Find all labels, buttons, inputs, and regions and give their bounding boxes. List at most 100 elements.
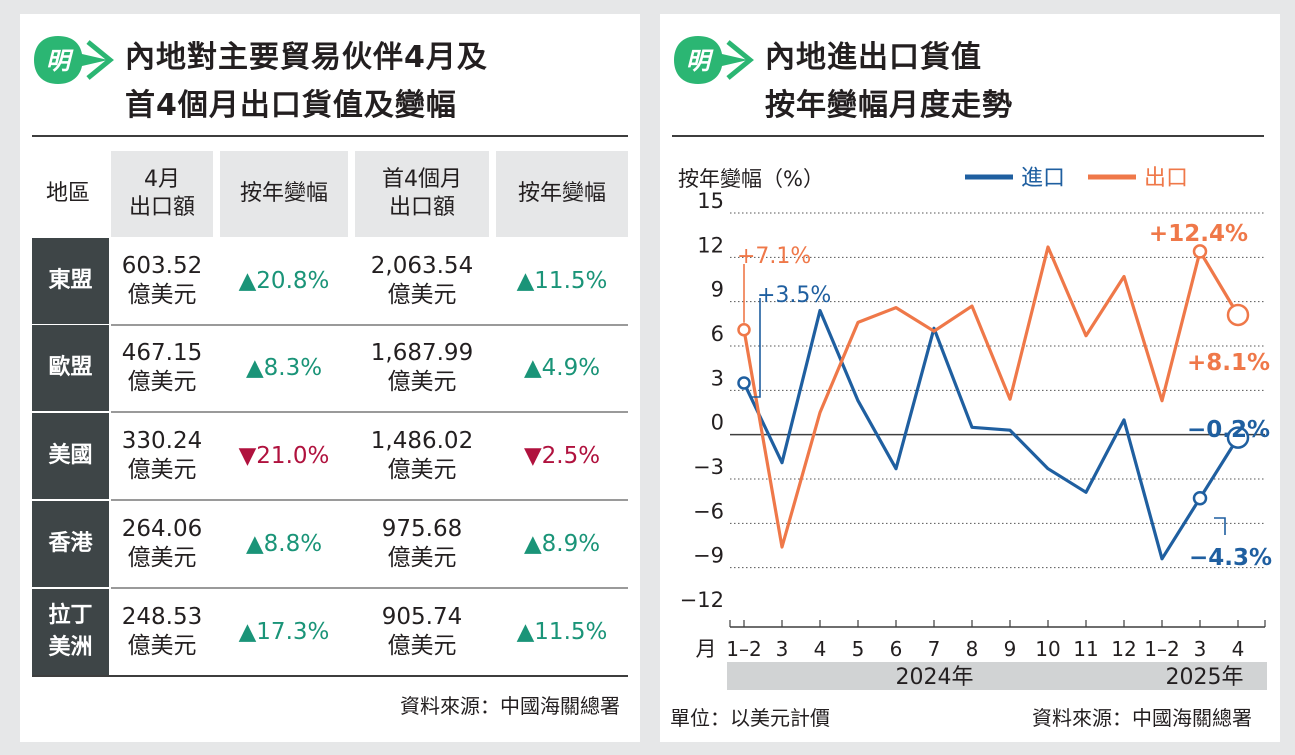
row-separator	[32, 675, 628, 677]
x-tick-label: 9	[1004, 637, 1017, 661]
year-band	[1142, 662, 1267, 690]
cell-apr-export: 330.24 億美元	[111, 413, 213, 499]
row-region: 美國	[32, 413, 109, 499]
y-tick-label: 3	[711, 366, 724, 390]
export-value: 905.74	[381, 604, 463, 630]
cell-apr-export: 264.06 億美元	[111, 501, 213, 587]
y-tick-label: 6	[711, 322, 724, 346]
export-value: 1,687.99	[370, 340, 474, 366]
legend-label-import: 進口	[1021, 166, 1065, 191]
cell-apr-change: ▲17.3%	[238, 618, 330, 645]
export-unit: 億美元	[387, 369, 457, 395]
cell-apr-change: ▼21.0%	[238, 442, 330, 469]
cell-apr-export: 603.52 億美元	[111, 238, 213, 324]
export-unit: 億美元	[387, 545, 457, 571]
export-unit: 億美元	[387, 457, 457, 483]
cell-ytd-export: 905.74 億美元	[355, 589, 489, 675]
cell-ytd-export: 2,063.54 億美元	[355, 238, 489, 324]
right-title-line1: 內地進出口貨值	[765, 40, 982, 75]
leader-import-mar	[1214, 517, 1226, 535]
cell-ytd-change: ▲11.5%	[516, 618, 608, 645]
cell-ytd-change: ▲4.9%	[523, 354, 601, 381]
x-tick-label: 12	[1111, 637, 1136, 661]
export-unit: 億美元	[387, 633, 457, 659]
y-tick-label: 15	[697, 189, 724, 213]
right-panel: 明 內地進出口貨值 按年變幅月度走勢 按年變幅（%） 進口 出口 15 12 9 6 3 0 −3…	[660, 14, 1280, 742]
data-label-import: +3.5%	[757, 283, 831, 308]
ming-pao-logo: 明	[34, 36, 114, 84]
logo-char: 明	[46, 47, 74, 75]
export-value: 330.24	[121, 428, 203, 454]
x-tick-label: 4	[1232, 637, 1245, 661]
y-tick-label: −9	[693, 544, 724, 568]
x-tick-label: 10	[1035, 637, 1060, 661]
data-label-import: −0.2%	[1187, 417, 1270, 443]
leader-import-first	[750, 298, 761, 398]
cell-ytd-change: ▲8.9%	[523, 530, 601, 557]
x-tick-label: 3	[1194, 637, 1207, 661]
export-unit: 億美元	[127, 282, 197, 308]
logo-char: 明	[686, 47, 714, 75]
export-value: 975.68	[381, 516, 463, 542]
row-region: 拉丁 美洲	[32, 589, 109, 675]
marker-export	[1192, 244, 1208, 259]
x-tick-label: 1–2	[726, 637, 761, 661]
y-tick-label: 0	[711, 411, 724, 435]
right-title-rule	[672, 135, 1264, 137]
row-region: 歐盟	[32, 325, 109, 411]
cell-apr-change: ▲8.8%	[245, 530, 323, 557]
year-band	[727, 662, 1142, 690]
series-line-import	[742, 308, 1240, 561]
cell-ytd-export: 1,486.02 億美元	[355, 413, 489, 499]
cell-apr-change: ▲20.8%	[238, 267, 330, 294]
marker-import	[1192, 490, 1208, 506]
left-title: 內地對主要貿易伙伴4月及 首4個月出口貨值及變幅	[125, 34, 488, 130]
x-tick-label: 11	[1073, 637, 1098, 661]
x-tick-label: 3	[776, 637, 789, 661]
export-value: 2,063.54	[370, 253, 474, 279]
export-value: 467.15	[121, 340, 203, 366]
marker-export	[737, 322, 751, 337]
row-separator	[111, 499, 628, 501]
cell-ytd-change: ▲11.5%	[516, 267, 608, 294]
export-unit: 億美元	[127, 369, 197, 395]
x-tick-label: 6	[890, 637, 903, 661]
x-tick-label: 4	[814, 637, 827, 661]
export-unit: 億美元	[127, 545, 197, 571]
export-value: 1,486.02	[370, 428, 474, 454]
row-region: 香港	[32, 501, 109, 587]
marker-import	[1226, 426, 1250, 449]
left-title-rule	[32, 135, 628, 137]
cell-apr-change: ▲8.3%	[245, 354, 323, 381]
marker-import	[737, 376, 751, 390]
left-title-line1: 內地對主要貿易伙伴4月及	[125, 40, 488, 75]
left-panel: 明 內地對主要貿易伙伴4月及 首4個月出口貨值及變幅 地區 4月 出口額 按年變幅首…	[20, 14, 640, 742]
year-label: 2024年	[896, 665, 974, 690]
cell-ytd-export: 1,687.99 億美元	[355, 325, 489, 411]
x-tick-label: 5	[852, 637, 865, 661]
data-label-import: −4.3%	[1189, 545, 1272, 571]
cell-apr-export: 248.53 億美元	[111, 589, 213, 675]
y-tick-label: −12	[680, 588, 724, 612]
header-region: 地區	[32, 151, 104, 237]
export-value: 248.53	[121, 604, 203, 630]
row-separator	[111, 411, 628, 413]
right-title: 內地進出口貨值 按年變幅月度走勢	[765, 34, 1013, 130]
y-axis-label: 按年變幅（%）	[678, 167, 824, 191]
ming-pao-logo: 明	[674, 36, 754, 84]
right-title-line2: 按年變幅月度走勢	[765, 88, 1013, 123]
row-separator	[111, 324, 628, 326]
unit-note: 單位：以美元計價	[670, 706, 830, 730]
cell-ytd-change: ▼2.5%	[523, 442, 601, 469]
export-unit: 億美元	[127, 633, 197, 659]
left-source: 資料來源：中國海關總署	[400, 694, 620, 718]
x-tick-label: 7	[928, 637, 941, 661]
export-value: 264.06	[121, 516, 203, 542]
x-axis-prefix: 月	[696, 637, 717, 661]
x-tick-label: 1–2	[1144, 637, 1179, 661]
export-unit: 億美元	[387, 282, 457, 308]
y-tick-label: −6	[693, 499, 724, 523]
data-label-export: +7.1%	[737, 244, 811, 269]
header-ytd-export: 首4個月 出口額	[355, 151, 489, 237]
